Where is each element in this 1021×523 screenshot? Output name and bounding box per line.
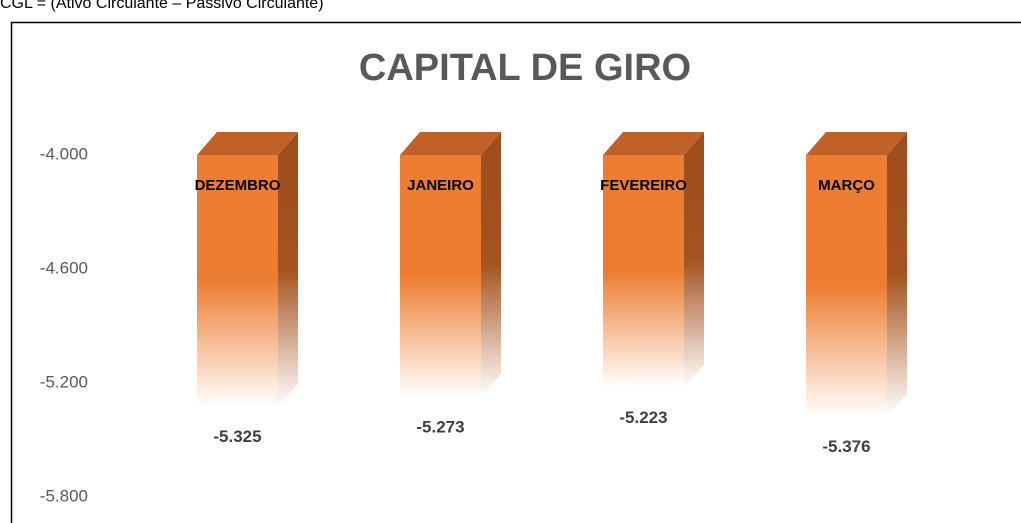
bar xyxy=(806,155,887,417)
category-label: DEZEMBRO xyxy=(195,177,281,194)
y-tick-label: -5.800 xyxy=(40,486,88,505)
chart-border xyxy=(10,21,1021,523)
category-label: FEVEREIRO xyxy=(600,177,687,194)
value-label: -5.325 xyxy=(213,427,261,446)
bar xyxy=(197,155,278,407)
bar-top xyxy=(806,132,907,155)
y-tick-label: -4.000 xyxy=(40,144,88,163)
value-label: -5.273 xyxy=(416,417,464,436)
category-label: JANEIRO xyxy=(407,177,474,194)
bar-side xyxy=(887,132,907,417)
bar xyxy=(603,155,684,388)
caption: CGL = (Ativo Circulante – Passivo Circul… xyxy=(0,0,324,12)
bar-top xyxy=(603,132,704,155)
bar-side xyxy=(278,132,298,407)
bar-top xyxy=(197,132,298,155)
value-label: -5.223 xyxy=(619,408,667,427)
y-tick-label: -5.200 xyxy=(40,372,88,391)
bar xyxy=(400,155,481,397)
chart-title: CAPITAL DE GIRO xyxy=(359,47,691,89)
y-tick-label: -4.600 xyxy=(40,258,88,277)
category-label: MARÇO xyxy=(818,177,875,194)
value-label: -5.376 xyxy=(822,437,870,456)
bar-side xyxy=(481,132,501,397)
bar-top xyxy=(400,132,501,155)
bar-side xyxy=(684,132,704,388)
